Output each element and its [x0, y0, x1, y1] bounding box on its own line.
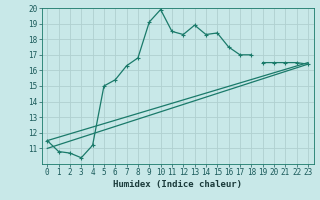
X-axis label: Humidex (Indice chaleur): Humidex (Indice chaleur): [113, 180, 242, 189]
